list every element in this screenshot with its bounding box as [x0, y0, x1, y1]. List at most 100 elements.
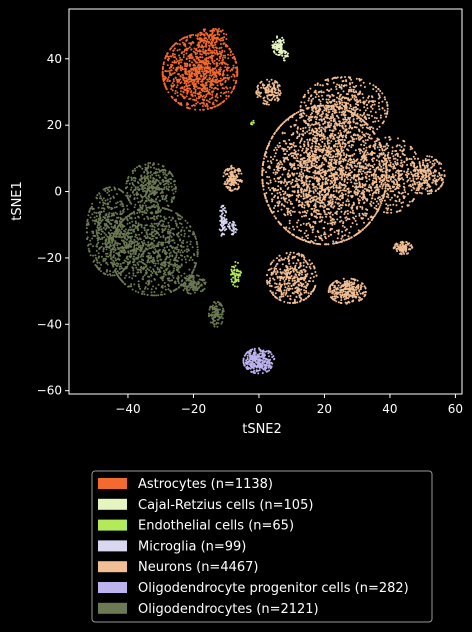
data-point: [281, 50, 284, 53]
data-point: [318, 177, 320, 180]
data-point: [209, 72, 212, 75]
data-point: [274, 204, 277, 207]
data-point: [349, 174, 352, 177]
data-point: [301, 236, 304, 239]
data-point: [386, 104, 389, 107]
data-point: [324, 153, 327, 156]
data-point: [206, 87, 209, 90]
data-point: [285, 55, 288, 58]
data-point: [297, 164, 300, 167]
data-point: [327, 211, 330, 214]
data-point: [331, 177, 334, 180]
data-point: [297, 111, 300, 113]
data-point: [287, 52, 289, 55]
data-point: [358, 212, 361, 215]
data-point: [203, 58, 206, 61]
data-point: [299, 141, 301, 144]
data-point: [352, 287, 355, 290]
data-point: [295, 159, 298, 162]
data-point: [301, 254, 304, 257]
data-point: [306, 169, 308, 172]
data-point: [333, 196, 336, 199]
data-point: [172, 72, 174, 75]
data-point: [314, 121, 317, 123]
data-point: [299, 188, 302, 191]
data-point: [235, 272, 238, 275]
data-point: [281, 147, 284, 150]
data-point: [329, 136, 332, 139]
data-point: [263, 153, 266, 156]
data-point: [287, 154, 290, 156]
data-point: [221, 63, 224, 65]
data-point: [215, 51, 218, 54]
data-point: [343, 187, 346, 190]
data-point: [225, 221, 228, 224]
data-point: [324, 158, 327, 161]
data-point: [344, 104, 347, 107]
data-point: [201, 83, 204, 86]
data-point: [211, 41, 214, 44]
data-point: [199, 50, 202, 53]
data-point: [367, 95, 370, 98]
data-point: [333, 150, 336, 153]
data-point: [214, 67, 217, 70]
data-point: [197, 87, 200, 90]
data-point: [204, 66, 207, 69]
data-point: [221, 56, 224, 59]
data-point: [343, 85, 345, 88]
data-point: [317, 146, 320, 149]
data-point: [293, 164, 295, 166]
data-point: [372, 127, 375, 130]
data-point: [204, 104, 207, 107]
data-point: [321, 181, 324, 184]
data-point: [356, 122, 359, 125]
data-point: [315, 195, 318, 198]
data-point: [186, 73, 189, 76]
data-point: [176, 49, 179, 52]
data-point: [328, 196, 331, 199]
data-point: [336, 178, 339, 181]
data-point: [289, 116, 292, 119]
data-point: [330, 158, 333, 161]
data-point: [344, 290, 347, 293]
data-point: [294, 150, 297, 153]
data-point: [199, 56, 202, 59]
data-point: [366, 107, 369, 110]
data-point: [196, 75, 199, 78]
data-point: [340, 107, 343, 110]
data-point: [323, 191, 326, 194]
data-point: [353, 289, 356, 292]
data-point: [338, 157, 341, 160]
data-point: [284, 184, 287, 187]
data-point: [203, 73, 206, 76]
data-point: [226, 63, 229, 66]
data-point: [227, 223, 230, 226]
data-point: [202, 108, 205, 111]
data-point: [336, 123, 339, 126]
data-point: [314, 204, 317, 207]
data-point: [385, 115, 388, 118]
data-point: [169, 48, 172, 51]
data-point: [200, 33, 203, 36]
data-point: [302, 197, 305, 200]
data-point: [321, 161, 324, 164]
data-point: [203, 70, 206, 73]
data-point: [296, 172, 298, 175]
data-point: [227, 57, 230, 60]
data-point: [340, 210, 343, 213]
data-point: [293, 210, 296, 213]
data-point: [310, 163, 313, 165]
data-point: [358, 168, 361, 171]
data-point: [313, 266, 316, 269]
data-point: [321, 84, 324, 87]
data-point: [341, 101, 344, 104]
data-point: [301, 158, 304, 161]
data-point: [289, 174, 292, 177]
data-point: [306, 203, 309, 206]
data-point: [196, 37, 199, 40]
data-point: [214, 86, 217, 89]
data-point: [290, 133, 293, 136]
data-point: [314, 176, 317, 179]
data-point: [235, 71, 238, 74]
data-point: [305, 291, 308, 294]
